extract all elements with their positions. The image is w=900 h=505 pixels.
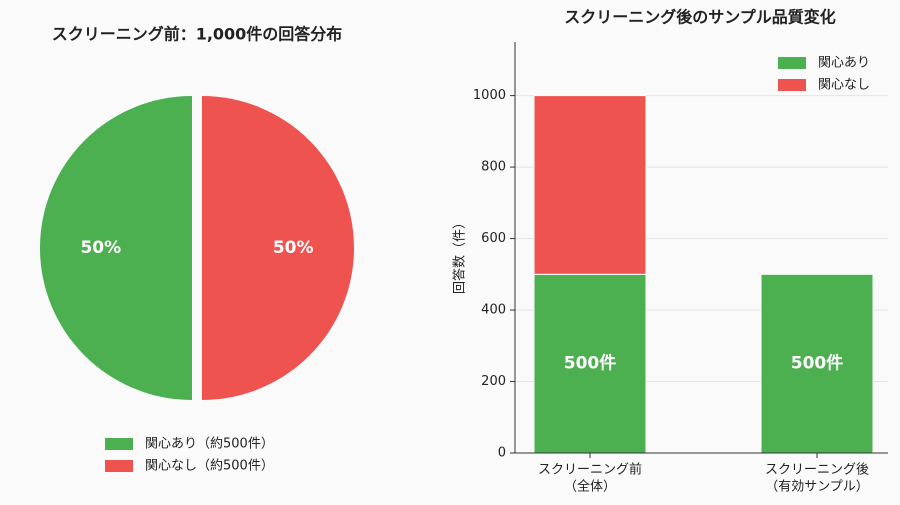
y-tick-label: 0 [498,446,506,461]
bar-segment [533,273,647,454]
y-tick-label: 600 [481,231,506,246]
y-tick-label: 800 [481,160,506,175]
pie-slice [40,96,192,400]
y-tick-label: 200 [481,374,506,389]
y-axis-label: 回答数（件） [452,216,468,294]
data-label: 50% [273,238,314,258]
x-tick-label: （有効サンプル） [765,480,869,495]
x-tick-label: スクリーニング前 [538,462,642,478]
legend-swatch [778,57,806,69]
legend-label: 関心なし [818,78,870,93]
x-tick-label: スクリーニング後 [765,463,869,478]
pie-slice [202,96,354,400]
legend-swatch [778,79,806,91]
legend-label: 関心あり [818,56,870,71]
bar-segment [760,273,874,454]
y-tick-label: 1000 [473,88,506,103]
data-label: 50% [80,238,121,258]
data-label: 500件 [791,353,844,374]
legend-swatch [105,460,133,472]
x-tick-label: （全体） [564,479,616,495]
legend-label: 関心なし（約500件） [145,459,274,474]
legend-label: 関心あり（約500件） [145,437,274,452]
bar-segment [533,95,647,275]
data-label: 500件 [564,353,617,374]
legend-swatch [105,438,133,450]
y-tick-label: 400 [481,303,506,318]
pie-title: スクリーニング前：1,000件の回答分布 [52,25,343,44]
bar-title: スクリーニング後のサンプル品質変化 [564,8,836,27]
